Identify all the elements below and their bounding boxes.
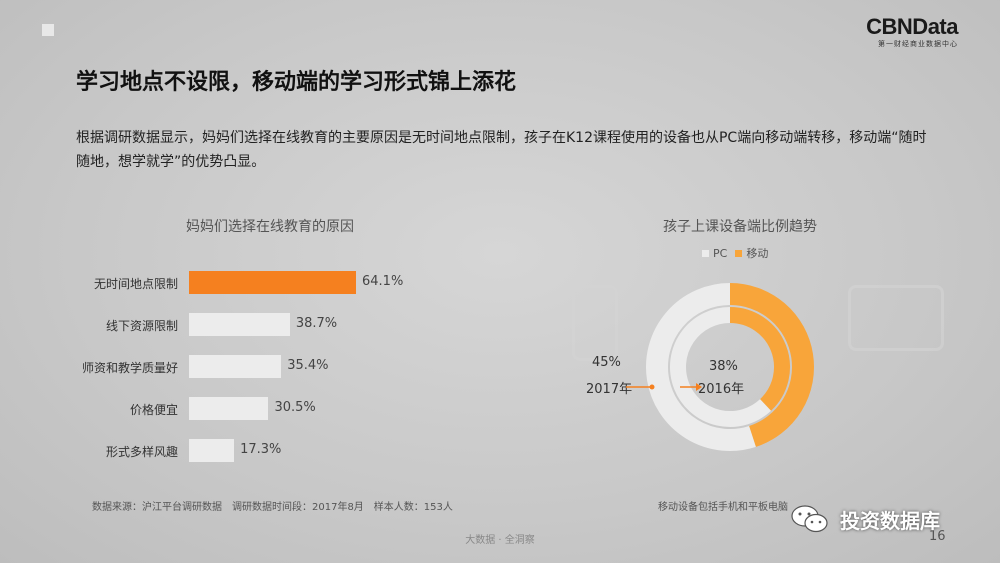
bar-category-label: 师资和教学质量好 [81,361,178,375]
outer-ring-value: 45% [592,355,621,370]
outer-pointer-dot [649,384,655,390]
bar [189,271,356,294]
legend-pc-label: PC [713,246,728,260]
legend-pc-swatch [702,249,709,257]
legend-mobile-label: 移动 [746,247,769,260]
bar [189,397,269,420]
device-donut-chart [646,283,814,451]
bar-value-label: 38.7% [295,316,338,331]
wechat-account-name: 投资数据库 [840,508,940,533]
donut-legend: PC 移动 [702,245,768,261]
inner-ring-mobile-segment [729,307,790,411]
laptop-outline-icon [848,285,944,351]
bar [189,355,282,378]
outer-ring-pc-segment [646,283,756,451]
data-source-note: 数据来源：沪江平台调研数据 调研数据时间段：2017年8月 样本人数：153人 [92,502,453,513]
footer-slogan: 大数据 · 全洞察 [465,535,535,546]
device-note: 移动设备包括手机和平板电脑 [658,502,788,513]
outer-ring-year: 2017年 [586,382,633,397]
inner-ring-value: 38% [709,359,738,374]
corner-marker [42,24,54,36]
page-title: 学习地点不设限，移动端的学习形式锦上添花 [76,70,517,95]
wechat-icon [791,505,828,533]
bar-value-label: 30.5% [274,400,316,415]
logo-text: CBNData [866,14,958,39]
bar [189,439,235,462]
ring-pointer-arrows [626,383,702,391]
bar-value-label: 35.4% [287,358,329,373]
outer-ring-mobile-segment [729,283,814,447]
donut-chart-title: 孩子上课设备端比例趋势 [663,219,817,235]
page-number: 16 [929,529,946,544]
cbndata-logo: CBNData 第一财经商业数据中心 [866,16,958,49]
legend-mobile-swatch [735,249,743,257]
inner-ring-year: 2016年 [698,382,745,397]
inner-pointer-arrowhead [696,383,702,391]
bar-value-label: 17.3% [240,442,282,457]
phone-outline-icon [572,285,618,361]
bar-category-label: 线下资源限制 [105,319,178,333]
intro-paragraph: 根据调研数据显示，妈妈们选择在线教育的主要原因是无时间地点限制，孩子在K12课程… [76,130,927,170]
logo-subtitle: 第一财经商业数据中心 [878,40,958,48]
bar-category-label: 形式多样风趣 [105,445,178,459]
bar [189,313,290,336]
bar-category-label: 无时间地点限制 [93,277,178,291]
wechat-watermark: 投资数据库 [790,503,940,535]
inner-ring-pc-segment [670,307,772,427]
bar-value-label: 64.1% [362,274,404,289]
bar-chart-title: 妈妈们选择在线教育的原因 [186,219,354,235]
bar-category-label: 价格便宜 [129,403,178,417]
